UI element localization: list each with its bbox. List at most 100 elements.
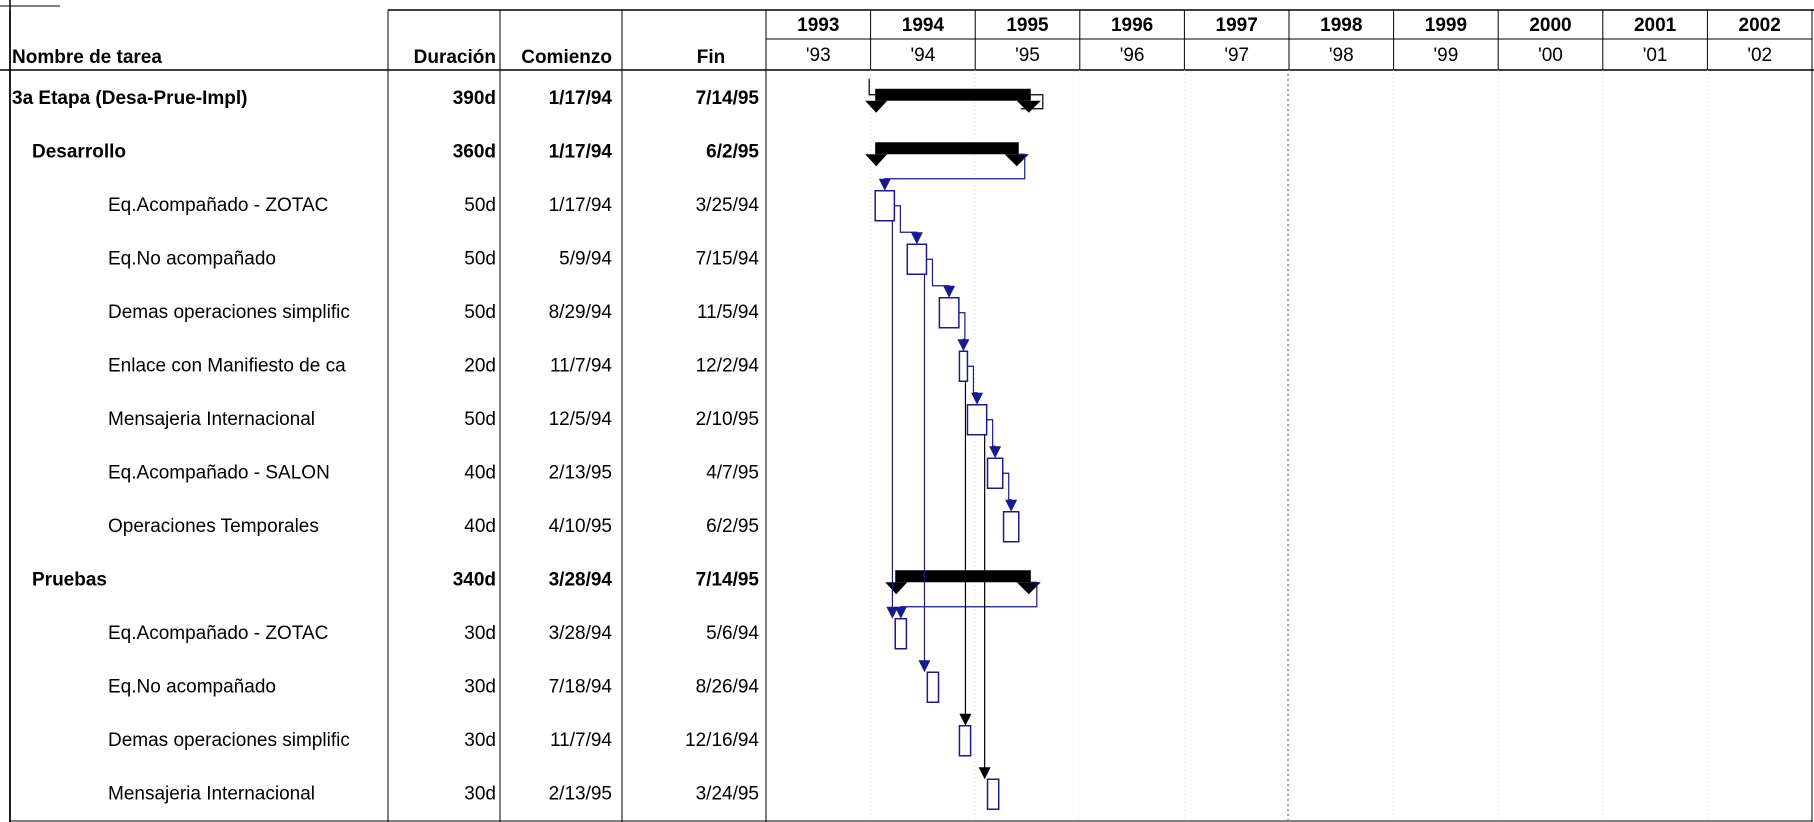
task-duration: 50d [464,302,496,323]
table-row: Enlace con Manifiesto de ca 20d 11/7/94 12/… [108,355,759,376]
task-finish: 6/2/95 [706,141,759,162]
table-row: Eq.Acompañado - SALON 40d 2/13/95 4/7/95 [108,462,759,483]
task-duration: 20d [464,355,496,376]
task-start: 1/17/94 [549,88,613,109]
dependency-line [884,153,1026,187]
table-row: Eq.No acompañado 30d 7/18/94 8/26/94 [108,676,759,697]
task-finish: 3/24/95 [696,783,759,804]
task-start: 3/28/94 [549,623,613,644]
year-label: 1995 [1006,15,1049,36]
task-bar [986,778,1000,810]
dependency-arrow [918,660,931,673]
dependency-arrow [989,446,1002,459]
task-start: 12/5/94 [549,409,613,430]
year-label: 1998 [1320,15,1362,36]
task-name: Eq.Acompañado - SALON [108,462,330,483]
task-bar [926,671,940,703]
table-row: Demas operaciones simplific 50d 8/29/94 11/… [108,302,759,323]
dependency-arrow [878,178,891,191]
task-name: Eq.Acompañado - ZOTAC [108,623,328,644]
task-start: 2/13/95 [549,783,612,804]
table-row: Eq.No acompañado 50d 5/9/94 7/15/94 [108,248,759,269]
table-row: Operaciones Temporales 40d 4/10/95 6/2/95 [108,516,759,537]
task-name: Desarrollo [32,141,126,162]
table-row: Desarrollo 360d 1/17/94 6/2/95 [32,141,759,162]
summary-connector [1020,94,1044,110]
task-finish: 7/14/95 [696,88,760,109]
year-label: 1997 [1216,15,1258,36]
task-duration: 30d [464,676,496,697]
dependency-arrow [978,767,991,780]
year-short-label: '93 [806,45,831,66]
year-label: 2002 [1739,15,1781,36]
task-table: 3a Etapa (Desa-Prue-Impl) 390d 1/17/94 7/14… [12,88,759,805]
task-duration: 360d [453,141,496,162]
summary-bar [895,570,1031,583]
summary-bar [875,88,1031,101]
task-finish: 7/14/95 [696,569,760,590]
task-finish: 2/10/95 [696,409,759,430]
task-start: 7/18/94 [549,676,613,697]
summary-end-marker [1016,100,1041,113]
year-short-label: '98 [1329,45,1354,66]
task-name: Eq.Acompañado - ZOTAC [108,195,328,216]
task-name: 3a Etapa (Desa-Prue-Impl) [12,88,247,109]
dependency-arrow [971,392,984,405]
task-bar [966,404,988,436]
task-finish: 12/16/94 [685,730,759,751]
task-duration: 30d [464,623,496,644]
task-bar [958,725,972,757]
task-start: 5/9/94 [559,248,612,269]
summary-connector [868,78,876,96]
task-duration: 340d [453,569,496,590]
task-start: 1/17/94 [549,195,613,216]
table-row: 3a Etapa (Desa-Prue-Impl) 390d 1/17/94 7/14… [12,88,759,109]
year-short-label: '01 [1643,45,1668,66]
task-name: Enlace con Manifiesto de ca [108,355,346,376]
table-row: Pruebas 340d 3/28/94 7/14/95 [32,569,759,590]
task-finish: 8/26/94 [696,676,760,697]
task-name: Mensajeria Internacional [108,783,315,804]
task-duration: 390d [453,88,496,109]
task-duration: 30d [464,783,496,804]
task-start: 8/29/94 [549,302,613,323]
dependency-arrow [959,713,972,726]
task-finish: 6/2/95 [706,516,759,537]
task-duration: 30d [464,730,496,751]
column-header-duration: Duración [414,47,496,68]
task-bar [894,618,908,650]
task-start: 4/10/95 [549,516,612,537]
task-name: Pruebas [32,569,107,590]
year-short-label: '97 [1224,45,1249,66]
task-finish: 7/15/94 [696,248,760,269]
task-bar [906,243,928,275]
task-finish: 12/2/94 [696,355,760,376]
dependency-arrow [886,606,899,619]
task-bar [958,350,969,382]
dependency-line [900,581,1038,615]
summary-start-marker [885,582,908,595]
table-row: Eq.Acompañado - ZOTAC 50d 1/17/94 3/25/94 [108,195,759,216]
table-row: Mensajeria Internacional 50d 12/5/94 2/10/9… [108,409,759,430]
task-name: Eq.No acompañado [108,676,276,697]
dependency-links [868,78,1044,780]
year-label: 2000 [1529,15,1571,36]
year-label: 1999 [1425,15,1467,36]
task-name: Eq.No acompañado [108,248,276,269]
column-header-start: Comienzo [521,47,612,68]
task-name: Demas operaciones simplific [108,302,350,323]
task-start: 2/13/95 [549,462,612,483]
task-bar [938,297,960,329]
table-row: Demas operaciones simplific 30d 11/7/94 12/… [108,730,759,751]
summary-bar [875,142,1019,155]
dependency-arrow [894,606,907,619]
task-finish: 5/6/94 [706,623,759,644]
column-header-name: Nombre de tarea [12,47,162,68]
task-name: Operaciones Temporales [108,516,319,537]
task-bar [874,190,896,222]
summary-start-marker [865,154,888,167]
dependency-arrow [943,285,956,298]
summary-end-marker [1016,582,1041,595]
